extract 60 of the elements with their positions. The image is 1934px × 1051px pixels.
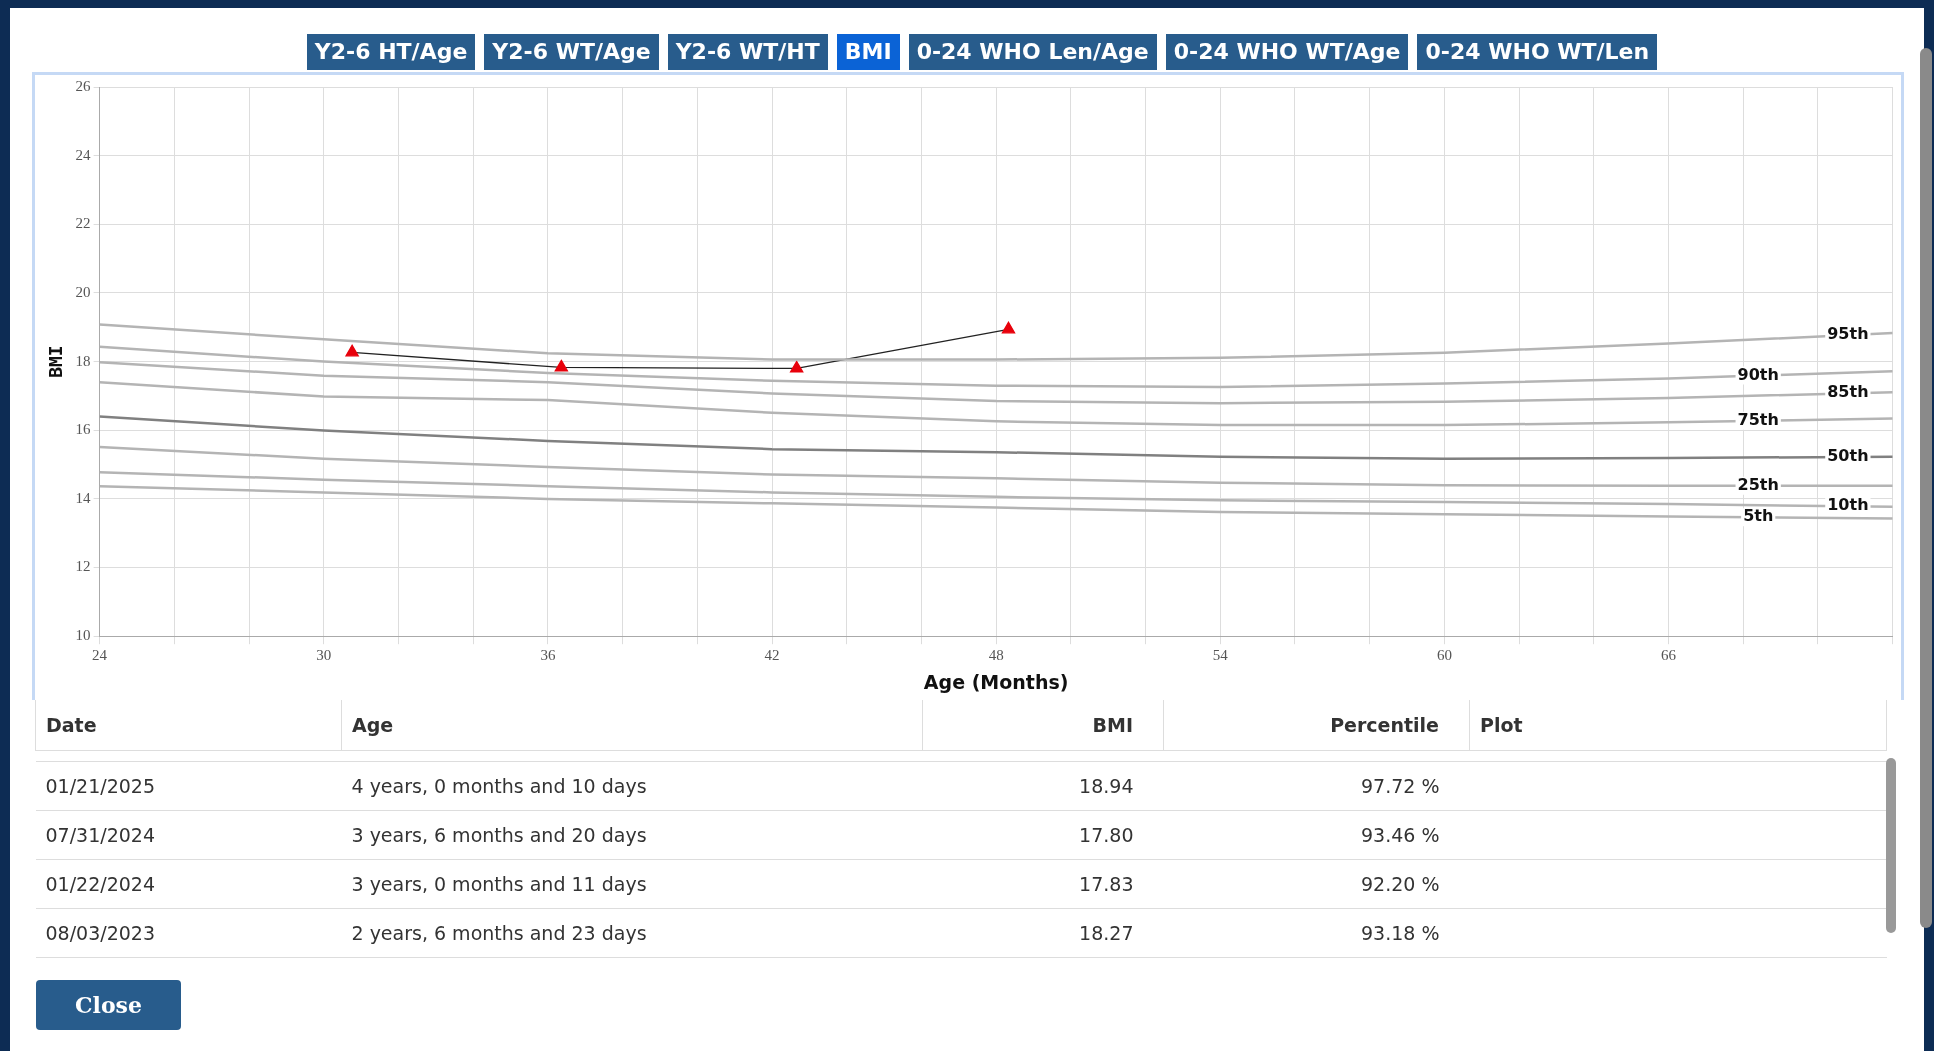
y-tick-label: 22 <box>75 215 91 232</box>
series-label: 85th <box>1827 382 1869 402</box>
x-tick-label: 36 <box>540 647 556 664</box>
series-label: 25th <box>1737 475 1779 495</box>
point <box>345 344 359 357</box>
series-label: 95th <box>1827 324 1869 344</box>
x-tick-label: 30 <box>316 647 332 664</box>
text: 93.18 % <box>1163 908 1470 958</box>
y-tick-label: 26 <box>75 77 92 94</box>
text: 92.20 % <box>1163 859 1470 909</box>
text: 07/31/2024 <box>35 810 342 860</box>
x-tick-label: 54 <box>1212 647 1229 664</box>
y-tick-label: 18 <box>75 352 91 369</box>
y-tick-label: 20 <box>75 283 91 300</box>
point <box>554 359 569 372</box>
text: BMI <box>922 700 1164 751</box>
x-tick-label: 24 <box>92 647 108 664</box>
text: 93.46 % <box>1163 810 1470 860</box>
y-tick-label: 16 <box>75 421 92 438</box>
y-axis-title: BMI <box>45 345 67 378</box>
series-label: 5th <box>1743 506 1774 526</box>
text: BMI <box>836 34 900 70</box>
text: 2 years, 6 months and 23 days <box>341 908 923 958</box>
text: 18.27 <box>922 908 1164 958</box>
text: Y2-6 HT/Age <box>306 34 476 70</box>
text: 18.94 <box>922 761 1164 811</box>
text: 17.80 <box>922 810 1164 860</box>
series-label: 10th <box>1827 495 1869 515</box>
text: 4 years, 0 months and 10 days <box>341 761 923 811</box>
text: 0-24 WHO WT/Len <box>1417 34 1658 70</box>
series-label: 75th <box>1737 410 1779 429</box>
text: 08/03/2023 <box>35 908 342 958</box>
text: Y2-6 WT/Age <box>484 34 659 70</box>
point <box>1001 321 1016 334</box>
text: 97.72 % <box>1163 761 1470 811</box>
text: 3 years, 6 months and 20 days <box>341 810 923 860</box>
text: Date <box>35 700 342 751</box>
point <box>789 360 804 373</box>
y-tick-label: 24 <box>75 146 92 163</box>
text: 01/21/2025 <box>35 761 342 811</box>
x-tick-label: 48 <box>988 647 1004 664</box>
y-tick-label: 12 <box>75 558 91 575</box>
x-tick-label: 66 <box>1661 647 1677 664</box>
text: 0-24 WHO WT/Age <box>1165 34 1409 70</box>
text: Close <box>36 980 181 1030</box>
y-tick-label: 14 <box>75 489 92 506</box>
text: Age <box>341 700 923 751</box>
x-axis-title: Age (Months) <box>923 670 1069 693</box>
x-tick-label: 42 <box>764 647 780 664</box>
text: 01/22/2024 <box>35 859 342 909</box>
y-tick-label: 10 <box>75 627 91 644</box>
text: 17.83 <box>922 859 1164 909</box>
text: Plot <box>1469 700 1887 751</box>
series-label: 90th <box>1737 364 1779 384</box>
series-label: 50th <box>1827 446 1869 466</box>
x-tick-label: 60 <box>1436 647 1452 664</box>
text: Y2-6 WT/HT <box>667 34 828 70</box>
text: Percentile <box>1163 700 1470 751</box>
text: 3 years, 0 months and 11 days <box>341 859 923 909</box>
text: 0-24 WHO Len/Age <box>908 34 1157 70</box>
